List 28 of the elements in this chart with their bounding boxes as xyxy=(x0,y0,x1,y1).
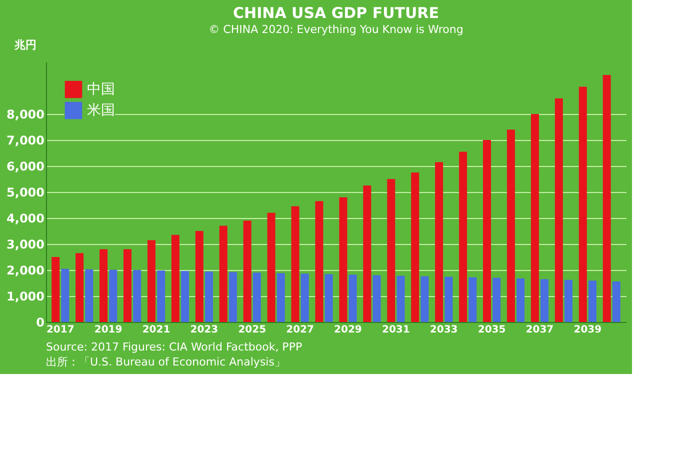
x-tick-label: 2035 xyxy=(478,324,506,336)
y-tick-label: 1,000 xyxy=(6,290,44,304)
y-axis-title: 兆円 xyxy=(14,38,36,52)
chart-title: CHINA USA GDP FUTURE xyxy=(233,4,439,22)
x-tick-label: 2039 xyxy=(574,324,602,336)
y-tick-label: 7,000 xyxy=(6,134,44,148)
y-tick-label: 0 xyxy=(36,316,44,330)
x-tick-label: 2021 xyxy=(142,324,170,336)
legend-label: 米国 xyxy=(87,102,115,118)
chart-subtitle: © CHINA 2020: Everything You Know is Wrong xyxy=(208,23,464,36)
legend-label: 中国 xyxy=(87,82,115,98)
y-tick-label: 2,000 xyxy=(6,264,44,278)
y-tick-label: 8,000 xyxy=(6,108,44,122)
x-tick-label: 2017 xyxy=(46,324,74,336)
x-tick-label: 2029 xyxy=(334,324,362,336)
y-tick-label: 5,000 xyxy=(6,186,44,200)
x-tick-label: 2033 xyxy=(430,324,458,336)
y-tick-label: 3,000 xyxy=(6,238,44,252)
x-tick-label: 2027 xyxy=(286,324,314,336)
y-tick-label: 6,000 xyxy=(6,160,44,174)
x-tick-label: 2037 xyxy=(526,324,554,336)
x-tick-label: 2025 xyxy=(238,324,266,336)
y-tick-label: 4,000 xyxy=(6,212,44,226)
x-tick-label: 2031 xyxy=(382,324,410,336)
text: 出所：「U.S. Bureau of Economic Analysis」 xyxy=(46,356,286,368)
x-tick-label: 2023 xyxy=(190,324,218,336)
x-tick-label: 2019 xyxy=(94,324,122,336)
source-note: Source: 2017 Figures: CIA World Factbook, PPP xyxy=(46,340,302,354)
